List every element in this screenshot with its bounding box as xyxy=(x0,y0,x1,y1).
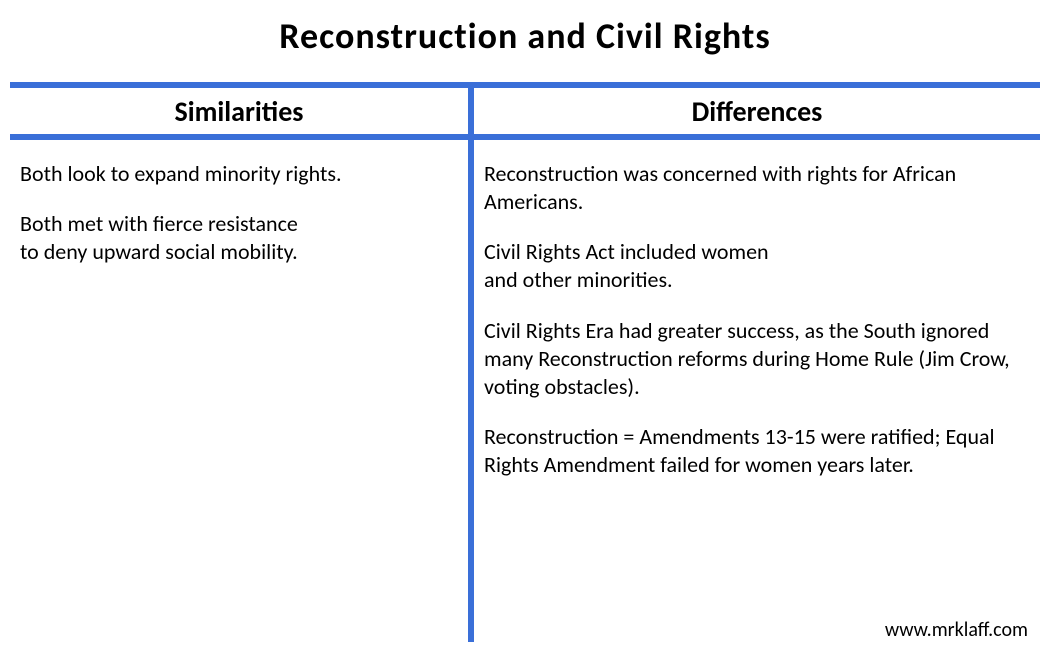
differences-cell: Reconstruction was concerned with rights… xyxy=(474,140,1040,642)
footer-attribution: www.mrklaff.com xyxy=(885,618,1028,642)
differences-item: Reconstruction was concerned with rights… xyxy=(484,160,1030,216)
comparison-table: Similarities Differences Both look to ex… xyxy=(10,82,1040,642)
page-title: Reconstruction and Civil Rights xyxy=(0,0,1050,58)
similarities-item: Both look to expand minority rights. xyxy=(20,160,458,188)
differences-item: Civil Rights Act included women and othe… xyxy=(484,238,1030,294)
page: Reconstruction and Civil Rights Similari… xyxy=(0,0,1050,652)
body-row: Both look to expand minority rights. Bot… xyxy=(10,140,1040,642)
header-similarities: Similarities xyxy=(10,82,468,140)
header-differences: Differences xyxy=(474,82,1040,140)
similarities-item: Both met with fierce resistance to deny … xyxy=(20,210,458,266)
similarities-cell: Both look to expand minority rights. Bot… xyxy=(10,140,468,642)
header-row: Similarities Differences xyxy=(10,82,1040,140)
differences-item: Reconstruction = Amendments 13-15 were r… xyxy=(484,423,1030,479)
differences-item: Civil Rights Era had greater success, as… xyxy=(484,317,1030,401)
